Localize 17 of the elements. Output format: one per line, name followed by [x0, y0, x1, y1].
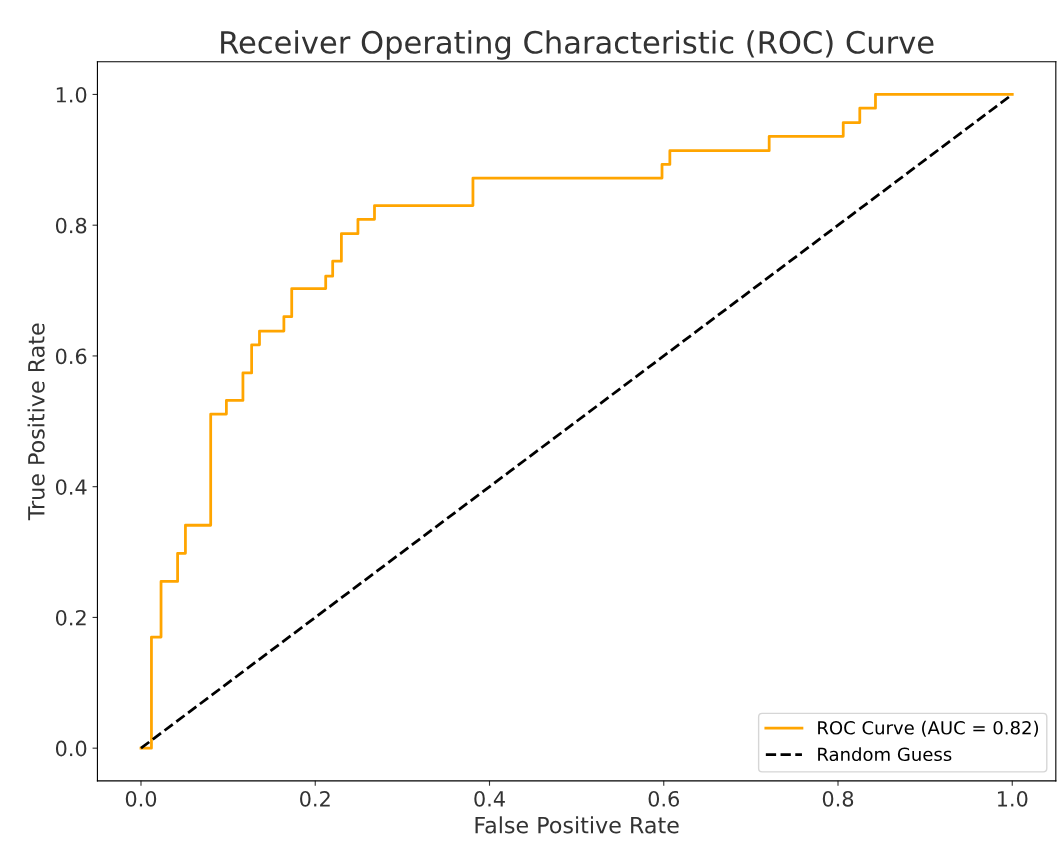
y-tick-label: 0.2	[55, 609, 86, 626]
y-axis-title: True Positive Rate	[27, 323, 45, 521]
y-tick-label: 0.6	[55, 348, 87, 365]
x-axis-title: False Positive Rate	[475, 816, 679, 834]
x-tick-label: 0.6	[648, 790, 680, 807]
x-tick-label: 0.0	[125, 790, 157, 807]
x-tick-label: 0.4	[474, 790, 505, 807]
chart-title: Receiver Operating Characteristic (ROC) Curve	[221, 30, 934, 60]
x-tick-label: 0.2	[300, 790, 330, 807]
x-tick-label: 0.8	[822, 790, 854, 807]
y-tick-label: 0.4	[55, 479, 87, 495]
x-tick-label: 1.0	[997, 790, 1028, 807]
y-tick-label: 0.8	[55, 217, 87, 234]
y-tick-label: 0.0	[55, 740, 87, 757]
legend-label: ROC Curve (AUC = 0.82)	[818, 720, 1039, 737]
y-tick-label: 1.0	[56, 86, 87, 103]
legend-label: Random Guess	[818, 747, 952, 762]
